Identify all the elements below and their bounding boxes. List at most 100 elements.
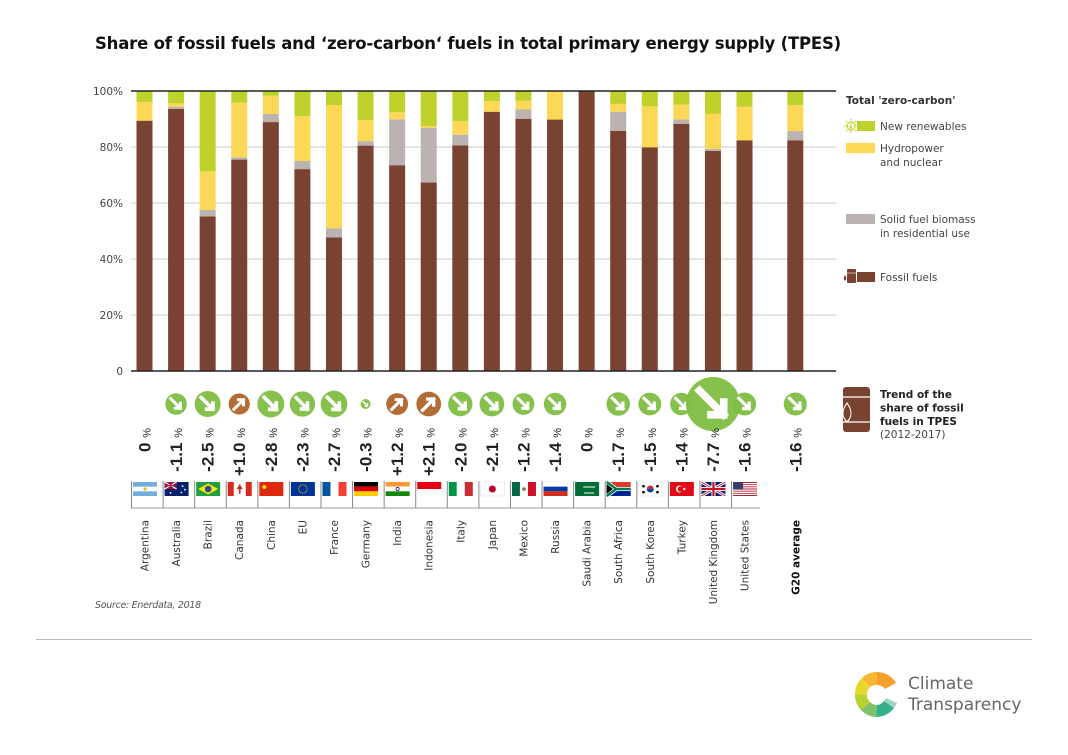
trend-down-marker <box>289 391 316 417</box>
trend-value-label: -1.6 % <box>786 428 805 472</box>
bar-segment-fossil <box>578 91 595 371</box>
arrow-down-right-icon <box>694 385 730 421</box>
arrow-down-right-icon <box>610 395 626 412</box>
bar-segment-fossil <box>452 145 469 371</box>
bar-segment-biomass <box>420 127 437 183</box>
category-label: Argentina <box>140 520 152 571</box>
bar-segment-new-renewables <box>515 91 532 101</box>
bar-segment-biomass <box>168 106 185 109</box>
y-tick-label: 0 <box>116 366 123 378</box>
bar-segment-fossil <box>787 140 804 371</box>
bar-stack-china <box>262 91 279 371</box>
arrow-down-right-icon <box>483 395 500 412</box>
russia-flag <box>541 481 568 508</box>
bar-stack-brazil <box>199 91 216 371</box>
trend-legend-title: fuels in TPES <box>880 416 957 428</box>
legend-label: Solid fuel biomass <box>880 214 976 226</box>
sun-lightning-icon <box>844 119 858 133</box>
bar-segment-fossil <box>483 111 500 371</box>
bar-segment-fossil <box>704 150 721 371</box>
category-label: EU <box>297 520 309 534</box>
flags <box>131 480 760 509</box>
bar-segment-hydro-nuclear <box>199 171 216 210</box>
italy-flag <box>446 481 473 508</box>
trend-markers: 0 %-1.1 %-2.5 %+1.0 %-2.8 %-2.3 %-2.7 %-… <box>136 377 807 476</box>
trend-value-label: -2.0 % <box>451 428 470 472</box>
legend-swatch <box>857 121 875 131</box>
bar-segment-fossil <box>231 159 248 371</box>
bar-segment-biomass <box>610 111 627 131</box>
bar-segment-hydro-nuclear <box>357 120 374 142</box>
bar-segment-fossil <box>168 108 185 372</box>
trend-value-label: +1.0 % <box>230 428 249 476</box>
bar-segment-hydro-nuclear <box>641 106 658 148</box>
trend-value-label: -7.7 % <box>704 428 723 472</box>
y-tick-label: 100% <box>93 86 123 98</box>
trend-down-marker <box>320 390 348 418</box>
bar-segment-hydro-nuclear <box>515 100 532 110</box>
bar-segment-hydro-nuclear <box>452 121 469 135</box>
bar-segment-fossil <box>325 237 342 371</box>
category-label: Mexico <box>518 520 530 557</box>
trend-value-label: 0 % <box>578 428 597 452</box>
trend-down-marker <box>732 392 757 416</box>
category-label: South Africa <box>613 520 625 584</box>
category-label: Russia <box>550 520 562 554</box>
south-africa-flag <box>604 480 631 508</box>
trend-down-marker <box>606 392 630 416</box>
trend-down-marker <box>638 392 662 416</box>
bar-stack-indonesia <box>420 91 437 371</box>
bar-segment-hydro-nuclear <box>325 105 342 229</box>
logo-text-line2: Transparency <box>908 695 1022 715</box>
saudi-arabia-flag <box>573 481 600 508</box>
bar-segment-new-renewables <box>357 91 374 121</box>
category-label: G20 average <box>790 520 802 595</box>
bar-segment-new-renewables <box>136 91 153 102</box>
logo-mark-icon <box>854 672 897 718</box>
trend-value-label: 0 % <box>136 428 155 452</box>
legend-label: and nuclear <box>880 157 943 169</box>
trend-value-label: +2.1 % <box>420 428 439 476</box>
china-flag <box>257 481 284 508</box>
trend-value-label: -1.4 % <box>672 428 691 472</box>
bar-segment-hydro-nuclear <box>168 103 185 107</box>
trend-up-marker <box>228 393 250 415</box>
arrow-down-right-icon <box>673 396 689 411</box>
trend-value-label: -1.7 % <box>609 428 628 472</box>
arrow-down-right-icon <box>547 396 562 411</box>
bar-stack-canada <box>231 91 248 371</box>
bar-segment-new-renewables <box>610 91 627 104</box>
trend-up-marker <box>416 391 442 417</box>
arrow-down-right-icon <box>787 395 803 411</box>
category-label: Italy <box>455 520 467 543</box>
trend-value-label: -1.6 % <box>736 428 755 472</box>
bar-segment-biomass <box>787 131 804 141</box>
bar-segment-hydro-nuclear <box>704 113 721 149</box>
bar-segment-hydro-nuclear <box>610 103 627 112</box>
bar-segment-new-renewables <box>294 91 311 116</box>
bar-stack-united-kingdom <box>704 91 721 371</box>
source-note: Source: Enerdata, 2018 <box>95 600 201 611</box>
climate-transparency-logo: Climate Transparency <box>852 668 1042 722</box>
brazil-flag <box>194 481 221 508</box>
legend-item-new-renewables: New renewables <box>844 119 966 133</box>
y-tick-label: 40% <box>100 254 123 266</box>
bar-stack-russia <box>547 91 564 371</box>
trend-value-label: +1.2 % <box>388 428 407 476</box>
trend-value-label: -2.3 % <box>293 428 312 472</box>
bar-segment-fossil <box>357 145 374 371</box>
bar-segment-hydro-nuclear <box>231 102 248 158</box>
bar-segment-biomass <box>262 113 279 123</box>
arrow-down-right-icon <box>198 394 216 412</box>
bar-segment-new-renewables <box>325 91 342 105</box>
bar-stack-germany <box>357 91 374 371</box>
arrow-down-right-icon <box>641 396 657 411</box>
category-label: Turkey <box>676 520 688 555</box>
trend-legend-period: (2012-2017) <box>880 429 945 441</box>
chart: 020%40%60%80%100% 0 %-1.1 %-2.5 %+1.0 %-… <box>93 86 976 604</box>
bars <box>136 91 804 372</box>
y-axis: 0 20% 40% 60% 80% 100% <box>93 86 123 378</box>
france-flag <box>320 481 347 508</box>
indonesia-flag <box>415 481 442 508</box>
bar-segment-new-renewables <box>673 91 690 105</box>
